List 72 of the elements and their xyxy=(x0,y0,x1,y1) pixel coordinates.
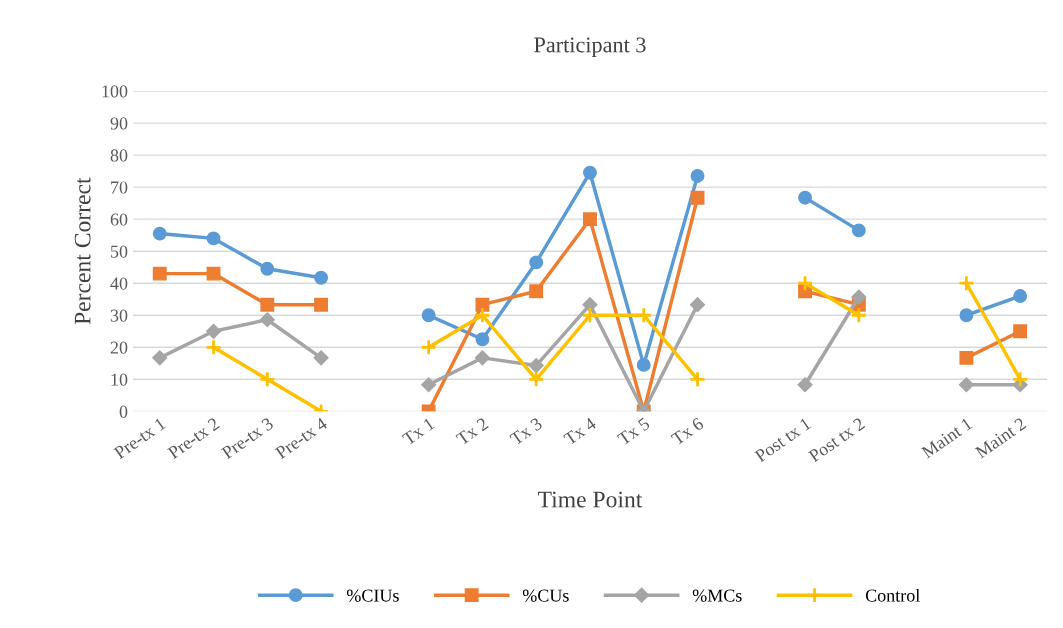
point xyxy=(958,274,975,292)
point xyxy=(851,289,867,305)
y-axis-title: Percent Correct xyxy=(74,177,91,325)
y-tick-label: 100 xyxy=(102,85,128,98)
y-tick-label: 0 xyxy=(119,405,128,418)
point xyxy=(205,323,222,339)
point xyxy=(583,212,597,227)
point xyxy=(796,274,814,292)
point xyxy=(1013,289,1028,303)
point xyxy=(851,223,866,238)
x-tick-label: Tx 3 xyxy=(509,417,543,446)
point xyxy=(1011,370,1029,388)
y-tick-label: 80 xyxy=(110,149,128,162)
point xyxy=(689,297,706,313)
legend-label: Control xyxy=(865,588,920,602)
point xyxy=(850,306,868,324)
point xyxy=(314,270,329,285)
point xyxy=(958,377,974,393)
y-tick-label: 40 xyxy=(110,277,128,290)
x-tick-label: Tx 1 xyxy=(401,417,435,446)
y-tick-label: 70 xyxy=(111,181,128,194)
y-tick-label: 10 xyxy=(111,373,128,386)
point xyxy=(475,297,490,312)
legend-label: %CIUs xyxy=(346,589,399,602)
legend-label: %MCs xyxy=(692,589,742,602)
chart-title: Participant 3 xyxy=(534,37,646,57)
point xyxy=(581,306,599,324)
point xyxy=(798,190,813,205)
x-tick-label: Tx 5 xyxy=(616,417,651,446)
point xyxy=(313,350,329,366)
x-tick-label: Tx 2 xyxy=(455,417,489,446)
point xyxy=(205,338,222,356)
point xyxy=(260,261,275,276)
point xyxy=(583,165,597,180)
point xyxy=(529,284,544,299)
point xyxy=(314,297,329,312)
y-tick-label: 30 xyxy=(110,309,128,322)
point xyxy=(259,312,275,328)
point xyxy=(690,190,705,205)
y-tick-label: 50 xyxy=(111,245,128,258)
point xyxy=(959,308,974,323)
point xyxy=(421,308,436,323)
y-tick-label: 90 xyxy=(110,117,128,130)
point xyxy=(474,306,491,324)
point xyxy=(582,297,598,313)
point xyxy=(260,297,275,312)
point xyxy=(421,377,437,393)
point xyxy=(258,370,276,388)
point xyxy=(527,370,545,388)
point xyxy=(152,350,168,366)
point xyxy=(152,266,167,281)
y-tick-label: 20 xyxy=(110,341,128,354)
point xyxy=(959,350,974,365)
point xyxy=(635,306,653,324)
point xyxy=(529,255,544,270)
point xyxy=(797,377,813,393)
legend-label: %CUs xyxy=(522,589,569,602)
point xyxy=(690,168,705,183)
point xyxy=(528,357,544,374)
point xyxy=(152,226,167,241)
point xyxy=(206,231,221,246)
y-tick-label: 60 xyxy=(110,213,128,226)
point xyxy=(475,332,490,347)
point xyxy=(206,266,221,281)
point xyxy=(636,357,651,372)
point xyxy=(420,338,437,356)
x-axis-title: Time Point xyxy=(538,491,643,508)
point xyxy=(474,350,490,366)
x-tick-label: Tx 4 xyxy=(563,416,597,446)
point xyxy=(689,370,706,388)
point xyxy=(1013,324,1028,339)
x-tick-label: Tx 6 xyxy=(670,416,705,446)
